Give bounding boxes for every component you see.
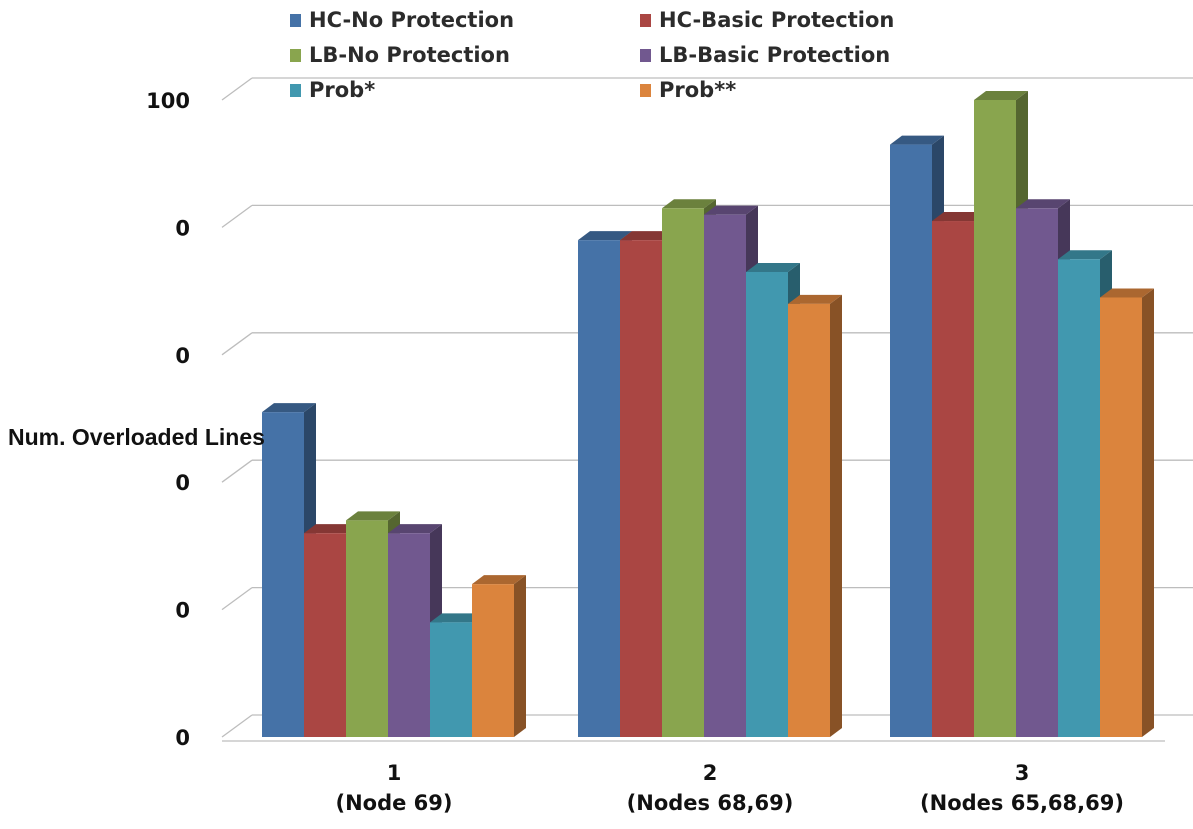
bar-top [746, 262, 800, 272]
legend-label: HC-No Protection [309, 8, 515, 32]
bar-top [932, 212, 986, 222]
bar-top [890, 135, 944, 145]
gridline-diagonal [221, 204, 253, 228]
legend-item: LB-No Protection [290, 43, 510, 67]
bar [1016, 208, 1058, 738]
y-tick-label: 0 [175, 216, 190, 240]
bar [788, 303, 830, 737]
bar [932, 221, 974, 737]
y-tick-label: 0 [175, 599, 190, 623]
y-tick-label: 100 [146, 89, 190, 113]
bar [472, 584, 514, 737]
x-tick-label: (Nodes 65,68,69) [920, 791, 1124, 815]
bar [262, 412, 304, 737]
bar-top [578, 231, 632, 241]
legend-item: HC-Basic Protection [640, 8, 894, 32]
bar-side [514, 575, 526, 737]
gridline-diagonal [221, 77, 253, 101]
bar-top [788, 294, 842, 304]
bar [746, 271, 788, 737]
bar-top [1100, 288, 1154, 298]
bar-top [388, 524, 442, 534]
legend-label: LB-Basic Protection [659, 43, 891, 67]
x-tick-label: (Nodes 68,69) [627, 791, 794, 815]
bar [346, 520, 388, 737]
bar [304, 533, 346, 737]
legend-item: Prob* [290, 78, 375, 102]
legend-swatch [290, 48, 301, 62]
x-tick-label: 1 [387, 761, 402, 785]
legend-label: Prob** [659, 78, 737, 102]
legend-item: Prob** [640, 78, 736, 102]
y-tick-label: 0 [175, 471, 190, 495]
gridline-diagonal [221, 459, 253, 483]
bar-top [1058, 250, 1112, 260]
bar-side [830, 294, 842, 737]
gridline-diagonal [221, 714, 253, 738]
gridline-diagonal [221, 332, 253, 356]
y-tick-label: 0 [175, 726, 190, 750]
bar-side [1142, 288, 1154, 737]
bar [620, 240, 662, 737]
legend-swatch [640, 13, 651, 27]
bar-top [262, 403, 316, 413]
bar [1058, 259, 1100, 737]
legend-item: LB-Basic Protection [640, 43, 890, 67]
bar-top [1016, 199, 1070, 209]
legend-label: Prob* [309, 78, 376, 102]
bar-top [620, 231, 674, 241]
bar [704, 214, 746, 737]
bar-top [472, 575, 526, 585]
bar [430, 622, 472, 737]
bar [388, 533, 430, 737]
y-axis-label: Num. Overloaded Lines [8, 424, 265, 450]
legend-swatch [640, 83, 651, 97]
bar [974, 100, 1016, 737]
legend-swatch [290, 83, 301, 97]
x-tick-label: 3 [1015, 761, 1030, 785]
bar-top [704, 205, 758, 215]
bar [662, 208, 704, 738]
bar-top [304, 524, 358, 534]
bar-top [346, 511, 400, 521]
bar [1100, 297, 1142, 737]
bar-top [974, 91, 1028, 100]
bar [578, 240, 620, 737]
legend-swatch [290, 13, 301, 27]
bar-top [430, 613, 484, 623]
bar [890, 144, 932, 738]
x-tick-label: 2 [703, 761, 718, 785]
gridline-diagonal [221, 587, 253, 611]
legend-label: LB-No Protection [309, 43, 510, 67]
x-tick-label: (Node 69) [335, 791, 452, 815]
legend-label: HC-Basic Protection [659, 8, 895, 32]
legend-item: HC-No Protection [290, 8, 514, 32]
legend-swatch [640, 48, 651, 62]
bar-top [662, 199, 716, 209]
y-tick-label: 0 [175, 344, 190, 368]
